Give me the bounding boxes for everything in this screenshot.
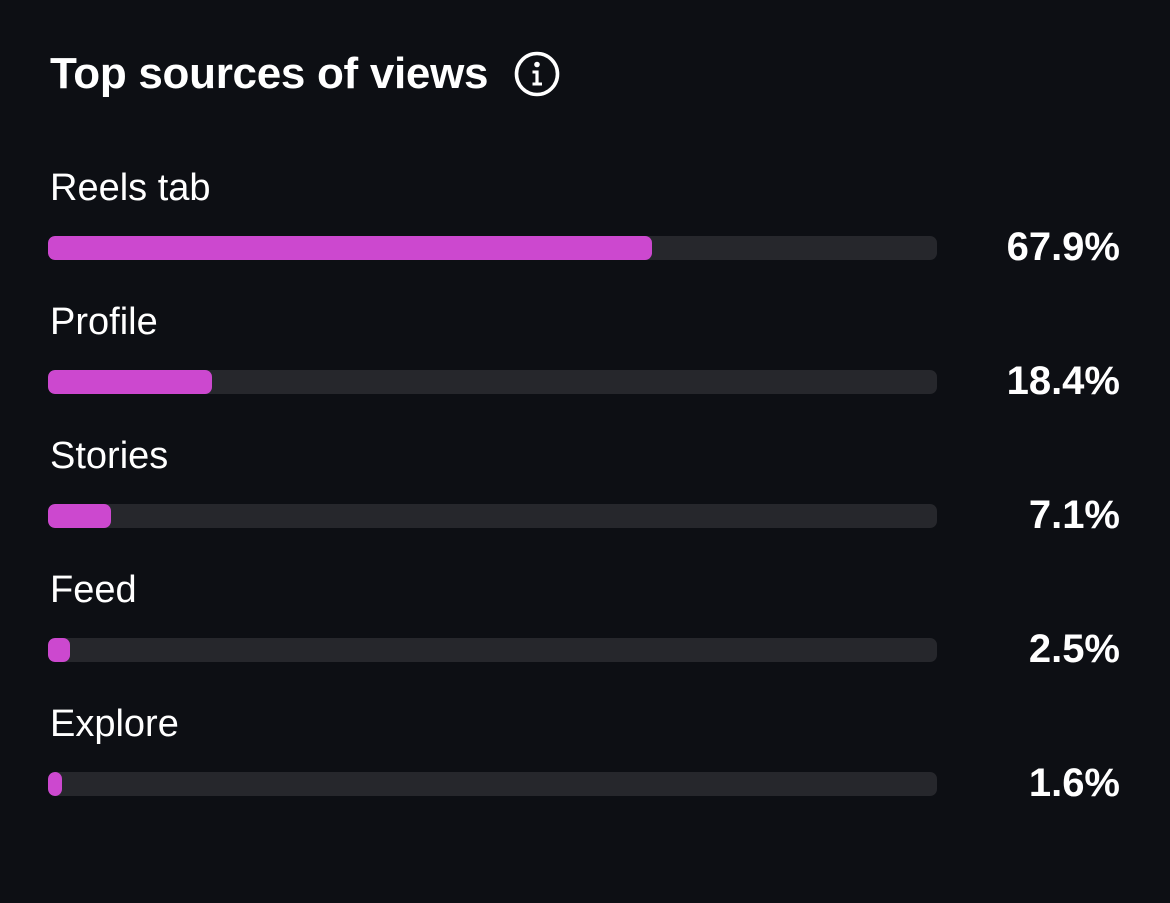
card-header: Top sources of views (50, 44, 560, 104)
source-percent: 2.5% (1028, 627, 1120, 671)
source-label: Profile (50, 301, 158, 343)
bar-fill (48, 370, 212, 394)
source-label: Explore (50, 703, 179, 745)
source-row-explore: Explore 1.6% (48, 702, 1120, 812)
bar-fill (48, 504, 112, 528)
source-label: Feed (50, 569, 137, 611)
source-percent: 67.9% (1006, 225, 1120, 269)
source-row-stories: Stories 7.1% (48, 434, 1120, 544)
bar-fill (48, 638, 71, 662)
card-title: Top sources of views (50, 49, 489, 98)
source-label: Stories (50, 435, 169, 477)
source-row-feed: Feed 2.5% (48, 568, 1120, 678)
info-icon[interactable] (514, 51, 560, 97)
source-label: Reels tab (50, 167, 211, 209)
bar-track (48, 236, 937, 260)
bar-fill (48, 772, 63, 796)
source-row-reels-tab: Reels tab 67.9% (48, 166, 1120, 276)
source-percent: 7.1% (1028, 493, 1120, 537)
source-percent: 18.4% (1006, 359, 1120, 403)
bar-fill (48, 236, 652, 260)
bar-track (48, 638, 937, 662)
bar-track (48, 370, 937, 394)
bar-track (48, 772, 937, 796)
source-row-profile: Profile 18.4% (48, 300, 1120, 410)
source-percent: 1.6% (1028, 761, 1120, 805)
bar-track (48, 504, 937, 528)
